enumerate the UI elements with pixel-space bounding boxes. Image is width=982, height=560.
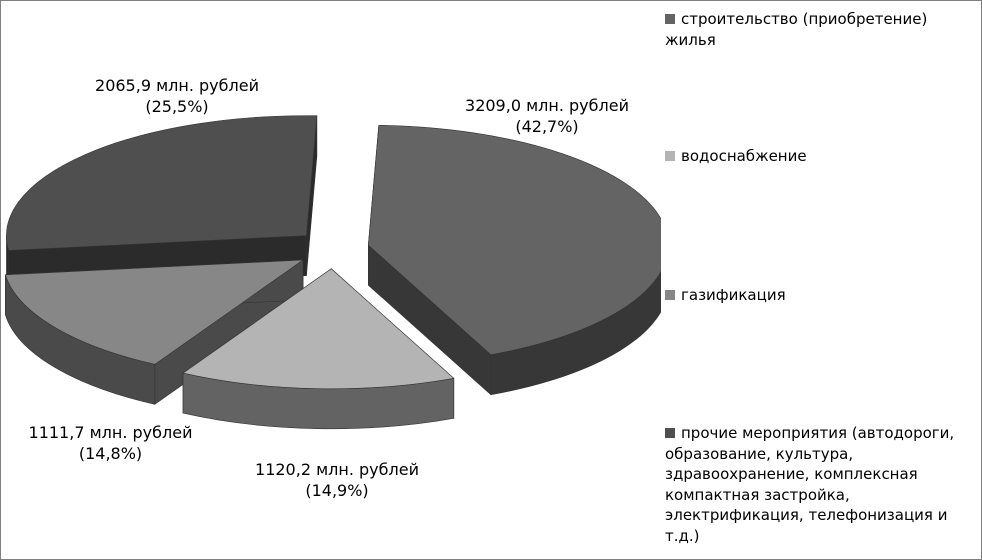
data-label-gas-percent: (14,8%) [78, 444, 143, 463]
data-label-gas-value: 1111,7 млн. рублей [28, 423, 193, 442]
legend-label-housing: строительство (приобретение) жилья [665, 10, 928, 49]
legend-label-gas: газификация [681, 286, 786, 304]
pie-slice-gas [4, 259, 305, 405]
pie-chart [4, 115, 661, 430]
legend-swatch-other [665, 428, 675, 438]
data-label-water-value: 1120,2 млн. рублей [255, 460, 419, 479]
legend-swatch-housing [665, 14, 675, 24]
pie-slice-water [182, 268, 455, 430]
data-label-other-value: 2065,9 млн. рублей [95, 76, 259, 95]
data-label-housing-value: 3209,0 млн. рублей [465, 96, 629, 115]
legend-item-water: водоснабжение [665, 146, 965, 167]
pie-slice-housing-top [368, 124, 661, 356]
data-label-other: 2065,9 млн. рублей (25,5%) [67, 75, 287, 117]
legend-label-other: прочие мероприятия (автодороги, образова… [665, 424, 955, 545]
legend-item-other: прочие мероприятия (автодороги, образова… [665, 423, 965, 546]
pie-slice-water-top [182, 268, 455, 390]
data-label-gas: 1111,7 млн. рублей (14,8%) [3, 422, 218, 464]
legend-label-water: водоснабжение [681, 147, 807, 165]
legend-swatch-water [665, 151, 675, 161]
legend-item-housing: строительство (приобретение) жилья [665, 9, 965, 50]
pie-slice-other-top [6, 115, 318, 251]
data-label-water: 1120,2 млн. рублей (14,9%) [227, 459, 447, 501]
data-label-housing: 3209,0 млн. рублей (42,7%) [437, 95, 657, 137]
legend-swatch-gas [665, 290, 675, 300]
data-label-housing-percent: (42,7%) [515, 117, 579, 136]
pie-slice-housing [368, 124, 661, 396]
pie-slice-gas-top [4, 259, 305, 365]
legend-item-gas: газификация [665, 285, 965, 306]
data-label-water-percent: (14,9%) [305, 481, 369, 500]
data-label-other-percent: (25,5%) [145, 97, 209, 116]
